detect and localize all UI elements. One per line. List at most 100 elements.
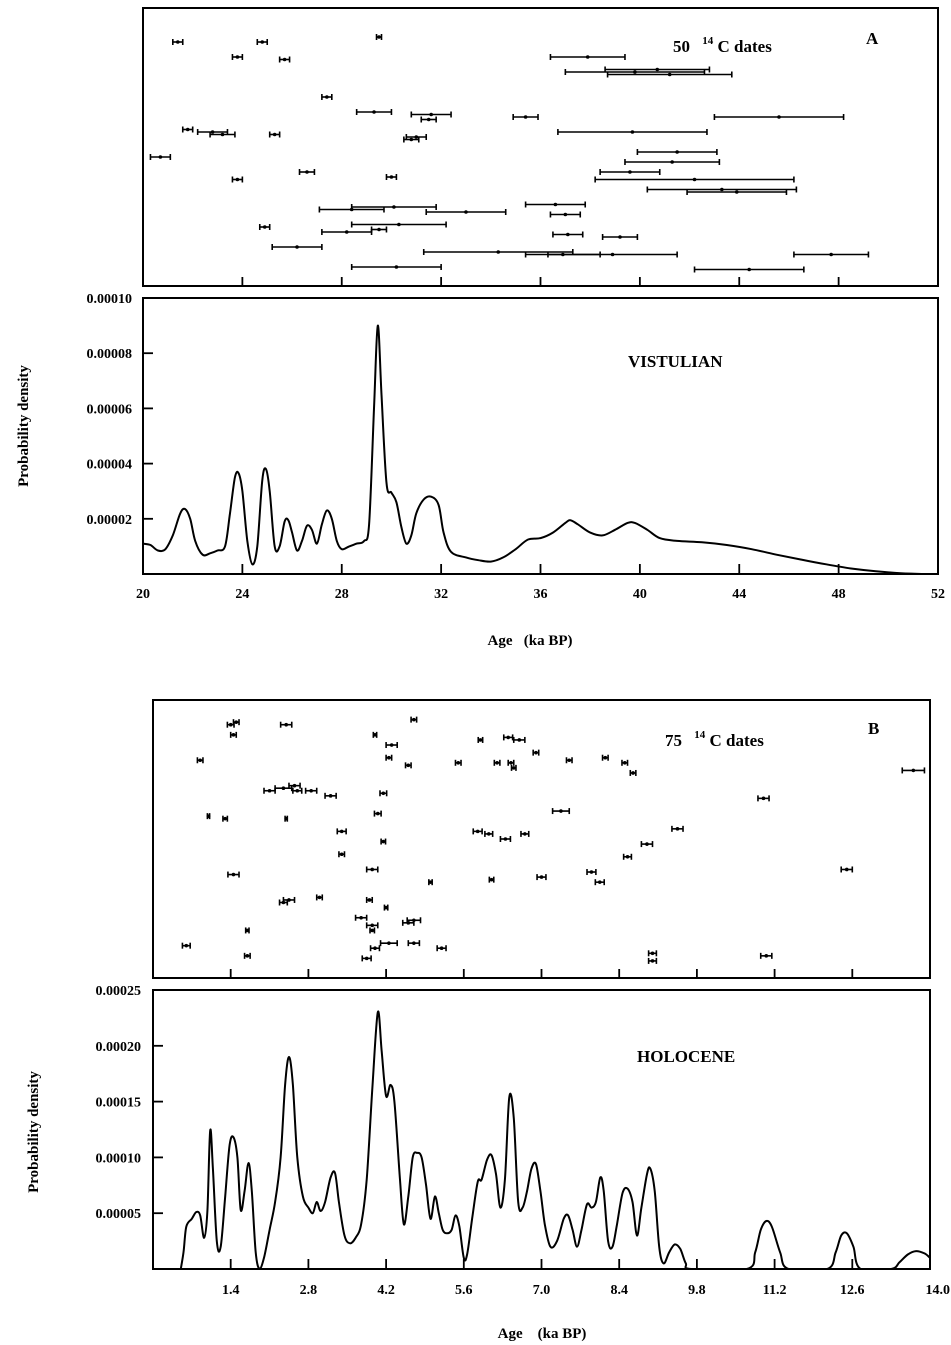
date-range-point: [675, 150, 679, 154]
date-range-point: [349, 207, 354, 212]
date-range-point: [489, 877, 494, 882]
date-range-point: [911, 768, 916, 773]
date-range-point: [364, 956, 369, 961]
panel-b-ticks: 1.4 2.8 4.2 5.6 7.0 8.4 9.8 11.2 12.6 14.0 0.00005…: [96, 984, 951, 1298]
panel-b-density: 1.4 2.8 4.2 5.6 7.0 8.4 9.8 11.2 12.6 14.0 0.00005…: [26, 984, 950, 1342]
x-tick-label: 2.8: [300, 1283, 318, 1298]
y-tick-label: 0.00010: [87, 292, 133, 307]
date-range-31: [206, 813, 211, 820]
date-range-point: [495, 761, 499, 765]
date-range-point: [628, 170, 632, 174]
date-range-point: [228, 722, 233, 727]
date-range-point: [734, 190, 739, 194]
date-range-30: [757, 795, 770, 802]
date-range-72: [759, 952, 773, 959]
date-range-point: [610, 252, 615, 257]
panel-a-dates-ticks: [142, 277, 939, 286]
date-range-point: [295, 245, 299, 249]
date-range-8: [477, 736, 484, 743]
date-range-28: [599, 169, 661, 175]
x-tick-label: 52: [931, 587, 945, 602]
panel-b-dates-count: 75: [665, 731, 682, 750]
date-range-17: [196, 129, 229, 135]
date-range-point: [720, 187, 724, 192]
date-range-point: [381, 839, 386, 844]
date-range-point: [747, 267, 751, 272]
date-range-point: [359, 915, 363, 920]
date-range-point: [670, 160, 674, 164]
date-range-38: [370, 226, 388, 233]
date-range-point: [281, 900, 286, 905]
date-range-point: [650, 959, 655, 963]
date-range-point: [344, 230, 349, 234]
date-range-point: [235, 177, 240, 182]
panel-b-dates-suffix: C dates: [710, 731, 765, 750]
date-range-27: [231, 176, 244, 183]
date-range-point: [603, 755, 608, 760]
date-range-49: [693, 266, 805, 273]
panel-b-dates-label: 75 14 C dates: [665, 723, 764, 750]
date-range-point: [234, 720, 239, 724]
date-range-8: [564, 69, 706, 75]
date-range-69: [361, 955, 372, 962]
date-range-13: [420, 116, 437, 123]
y-tick-label: 0.00002: [87, 513, 133, 528]
date-range-point: [761, 796, 766, 801]
panel-a-density-curve: [142, 324, 926, 575]
date-range-18: [209, 131, 236, 138]
date-range-point: [503, 837, 508, 841]
date-range-63: [379, 940, 399, 947]
date-range-15: [454, 759, 462, 766]
date-range-17: [507, 759, 515, 766]
date-range-point: [829, 252, 833, 257]
x-tick-label: 32: [434, 587, 448, 602]
date-range-66: [369, 945, 381, 952]
date-range-35: [524, 201, 587, 208]
date-range-35: [472, 828, 483, 835]
date-range-6: [410, 716, 418, 723]
date-range-point: [384, 905, 388, 910]
date-range-61: [244, 927, 250, 934]
date-range-55: [365, 896, 374, 903]
date-range-point: [655, 67, 660, 72]
date-range-point: [428, 880, 433, 884]
x-tick-label: 4.2: [377, 1283, 395, 1298]
date-range-point: [523, 115, 528, 119]
date-range-23: [636, 149, 718, 155]
x-tick-label: 5.6: [455, 1283, 473, 1298]
date-range-point: [220, 132, 225, 137]
date-range-37: [520, 830, 530, 837]
x-tick-label: 28: [335, 587, 349, 602]
date-range-7: [604, 66, 711, 73]
date-range-point: [370, 928, 375, 933]
panel-b-dates-ticks: [229, 969, 931, 978]
y-tick-label: 0.00015: [96, 1096, 142, 1111]
date-range-point: [339, 829, 344, 834]
date-range-51: [840, 866, 854, 873]
date-range-41: [552, 231, 584, 238]
date-range-4: [279, 721, 293, 728]
date-range-68: [243, 952, 251, 959]
date-range-point: [456, 761, 461, 765]
date-range-point: [245, 928, 250, 933]
x-tick-label: 9.8: [688, 1283, 706, 1298]
date-range-6: [549, 54, 626, 60]
date-range-37: [350, 221, 447, 228]
panel-a-x-axis-label: Age (ka BP): [488, 633, 573, 649]
date-range-point: [175, 40, 180, 44]
date-range-point: [284, 816, 289, 821]
panel-a-period-label: VISTULIAN: [628, 352, 723, 371]
date-range-34: [336, 828, 347, 835]
x-tick-label: 7.0: [533, 1283, 551, 1298]
x-tick-label: 1.4: [222, 1283, 240, 1298]
date-range-75: [373, 810, 382, 817]
panel-b-x-axis-label: Age (ka BP): [498, 1326, 587, 1342]
panel-b-dates: 75 14 C dates B: [152, 699, 931, 979]
date-range-20: [601, 754, 609, 761]
date-range-67: [436, 945, 447, 952]
date-range-point: [429, 112, 433, 117]
date-range-point: [381, 791, 386, 796]
date-range-point: [409, 137, 414, 142]
date-range-point: [567, 758, 572, 763]
